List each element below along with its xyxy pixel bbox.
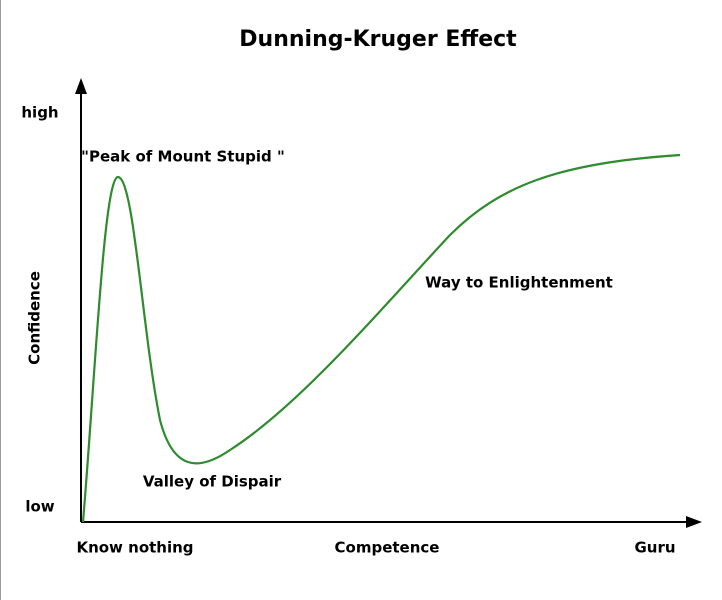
y-axis-arrow: [75, 78, 87, 94]
x-axis-arrow: [686, 516, 702, 528]
peak-annotation: "Peak of Mount Stupid ": [81, 148, 285, 166]
curve: [81, 153, 681, 523]
slope-annotation: Way to Enlightenment: [425, 274, 613, 292]
x-end-label: Guru: [634, 539, 675, 557]
y-low-label: low: [25, 498, 54, 516]
x-start-label: Know nothing: [76, 539, 193, 557]
title: Dunning-Kruger Effect: [239, 27, 517, 52]
y-axis-label: Confidence: [26, 271, 44, 365]
y-high-label: high: [21, 104, 58, 122]
valley-annotation: Valley of Dispair: [143, 473, 282, 491]
x-axis-label: Competence: [335, 539, 440, 557]
